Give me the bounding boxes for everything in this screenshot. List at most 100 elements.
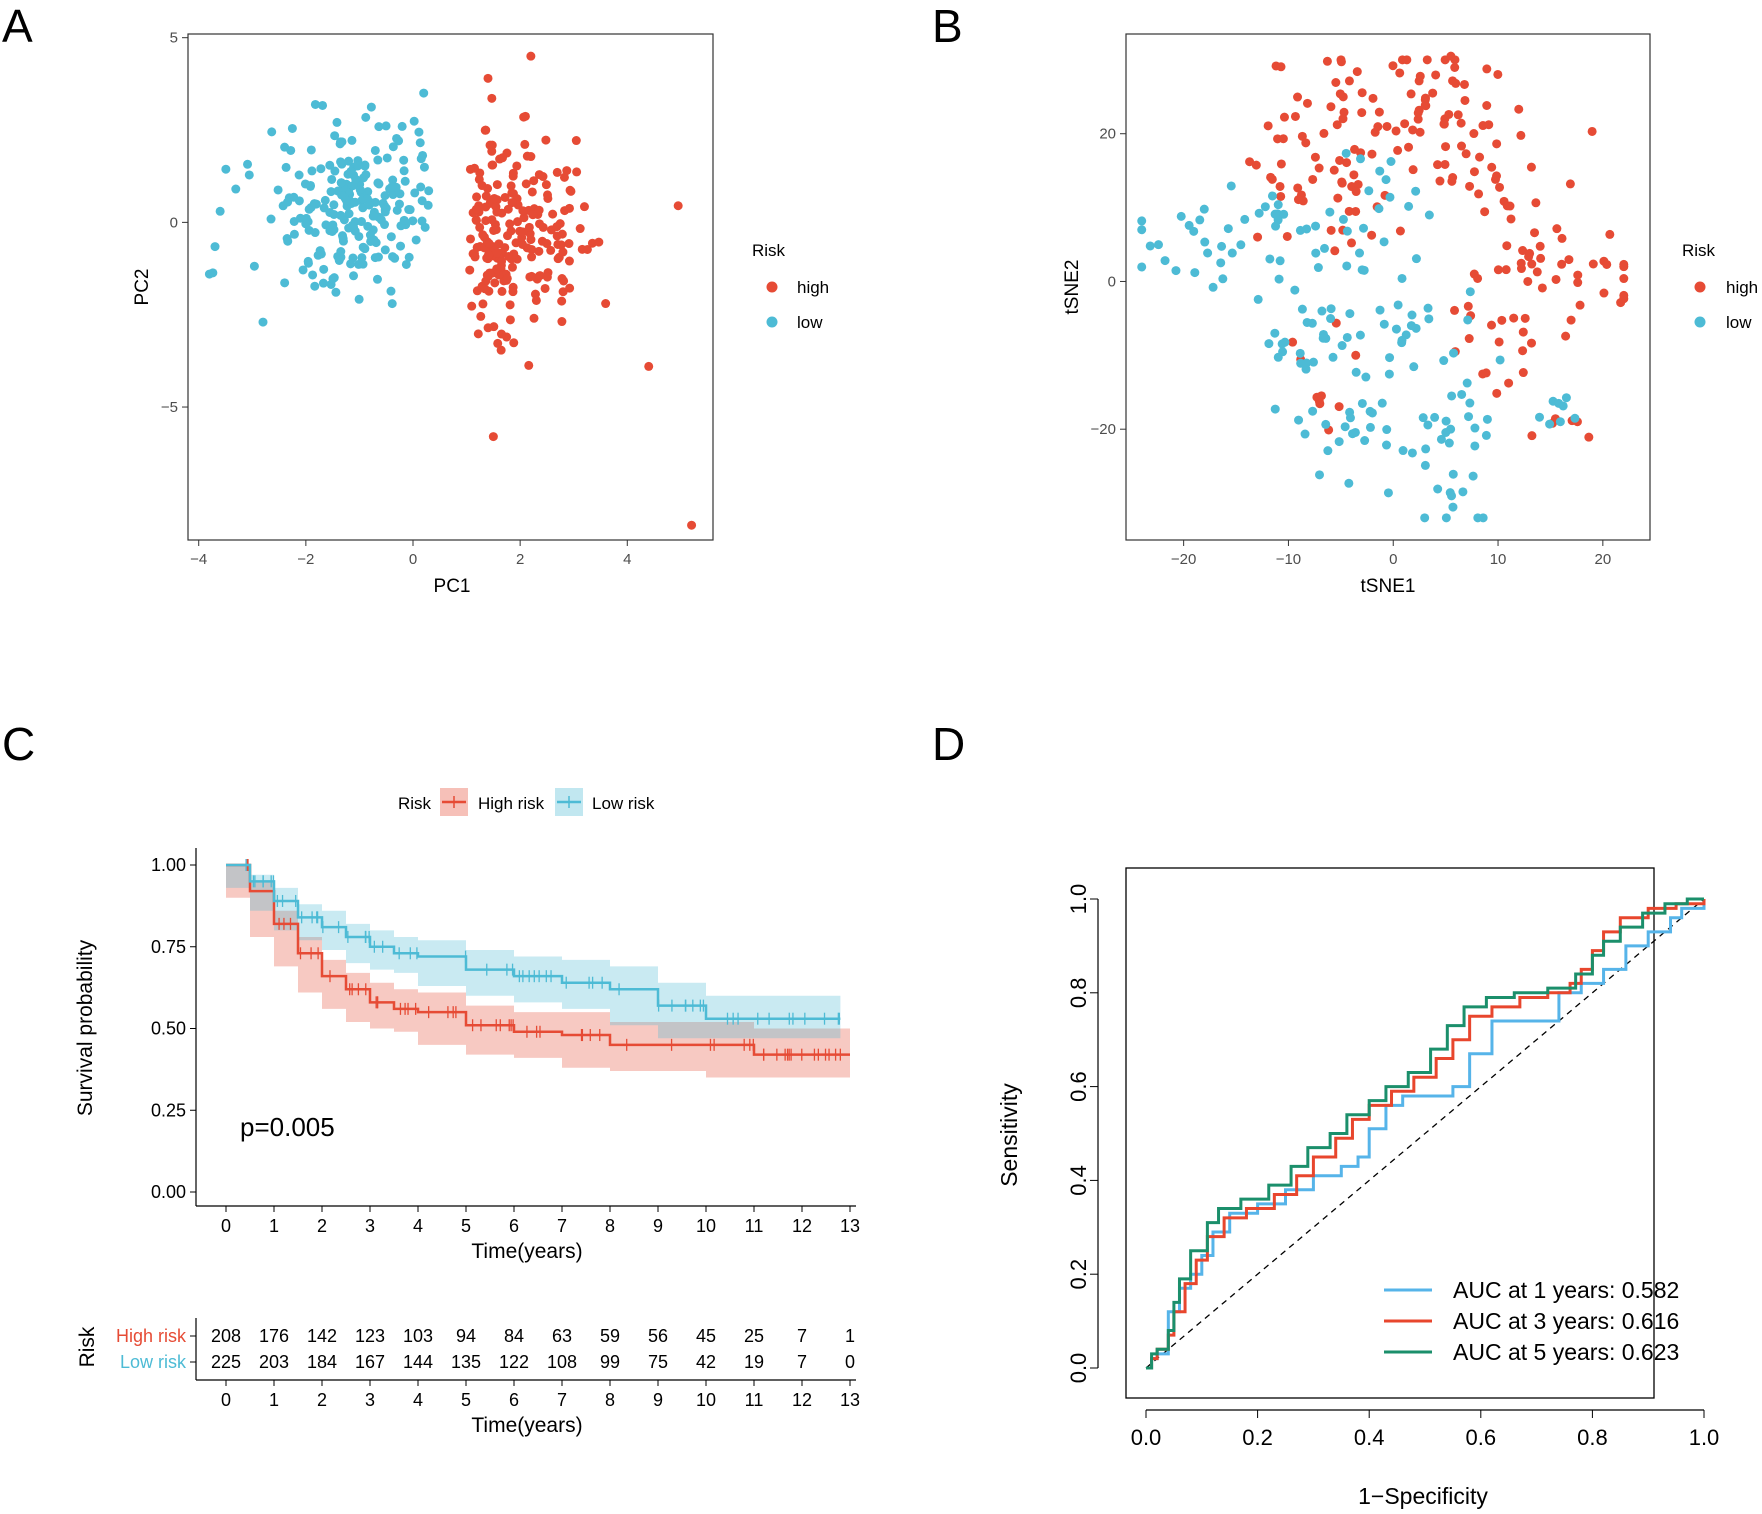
tsne-legend-high-dot [1694,281,1706,293]
tsne-point-high [1446,51,1456,61]
tsne-point-high [1575,300,1585,310]
pca-point-low [266,214,276,224]
pca-point-high [601,299,611,309]
tsne-point-low [1253,294,1263,304]
tsne-point-high [1245,157,1255,167]
tsne-x-label: tSNE1 [1361,576,1416,597]
tsne-point-low [1436,434,1446,444]
tsne-point-high [1422,55,1432,65]
pca-point-low [374,122,384,132]
tsne-point-high [1395,226,1405,236]
pca-point-high [559,276,569,286]
tsne-point-low [1470,423,1480,433]
tsne-point-low [1404,201,1414,211]
pca-point-high [524,360,534,370]
risk-table-x-tick-label: 0 [221,1390,231,1410]
tsne-point-low [1326,304,1336,314]
tsne-point-high [1501,265,1511,275]
tsne-point-low [1570,413,1580,423]
tsne-point-high [1344,76,1354,86]
pca-point-high [507,198,517,208]
tsne-point-low [1290,285,1300,295]
tsne-point-low [1379,237,1389,247]
risk-table-x-tick-label: 4 [413,1390,423,1410]
pca-point-low [354,294,364,304]
pca-legend-low-dot [766,316,778,328]
tsne-point-low [1384,369,1394,379]
pca-legend-high-dot [766,281,778,293]
pca-point-high [476,311,486,321]
pca-point-high [482,270,492,280]
pca-point-high [484,250,494,260]
km-y-tick-label: 0.75 [151,937,186,957]
km-x-tick-label: 13 [840,1216,860,1236]
pca-point-low [360,160,370,170]
pca-point-high [564,203,574,213]
pca-point-low [306,145,316,155]
tsne-point-high [1342,158,1352,168]
risk-table-cell: 94 [456,1326,476,1346]
tsne-point-high [1267,174,1277,184]
pca-point-low [350,197,360,207]
tsne-point-high [1374,107,1384,117]
tsne-point-high [1282,231,1292,241]
tsne-point-high [1478,369,1488,379]
pca-point-high [481,125,491,135]
pca-point-low [370,145,380,155]
pca-point-low [416,182,426,192]
tsne-point-low [1137,216,1147,226]
tsne-point-low [1407,310,1417,320]
pca-point-low [370,253,380,263]
pca-point-high [484,238,494,248]
pca-point-high [527,271,537,281]
risk-table-cell: 167 [355,1352,385,1372]
pca-point-high [529,176,539,186]
tsne-point-low [1423,303,1433,313]
pca-point-high [506,181,516,191]
risk-table-cell: 108 [547,1352,577,1372]
tsne-point-high [1535,241,1545,251]
pca-point-high [473,329,483,339]
tsne-point-low [1265,254,1275,264]
risk-table-cell: 176 [259,1326,289,1346]
tsne-point-low [1300,429,1310,439]
tsne-point-low [1359,223,1369,233]
tsne-point-low [1344,478,1354,488]
roc-x-label: 1−Specificity [1358,1483,1488,1509]
tsne-point-low [1264,339,1274,349]
km-x-tick-label: 10 [696,1216,716,1236]
tsne-point-high [1251,160,1261,170]
tsne-point-low [1176,211,1186,221]
tsne-point-low [1447,391,1457,401]
pca-point-low [410,188,420,198]
roc-y-tick-label: 0.0 [1066,1353,1091,1384]
pca-point-low [325,207,335,217]
pca-point-high [478,230,488,240]
km-x-tick-label: 0 [221,1216,231,1236]
tsne-point-high [1402,55,1412,65]
pca-point-high [556,240,566,250]
pca-point-high [506,226,516,236]
pca-point-low [399,166,409,176]
tsne-point-high [1463,301,1473,311]
pca-point-high [470,252,480,262]
pca-point-high [483,323,493,333]
tsne-point-high [1516,258,1526,268]
tsne-point-high [1469,167,1479,177]
risk-table-cell: 7 [797,1352,807,1372]
tsne-x-tick-label: 20 [1594,551,1611,568]
km-x-label: Time(years) [471,1240,582,1263]
tsne-point-low [1374,204,1384,214]
tsne-point-high [1391,126,1401,136]
tsne-point-high [1368,93,1378,103]
pca-point-high [538,222,548,232]
risk-table-cell: 19 [744,1352,764,1372]
km-legend-high-label: High risk [478,794,545,813]
km-x-tick-label: 3 [365,1216,375,1236]
pca-point-low [221,164,231,174]
tsne-point-low [1409,362,1419,372]
tsne-point-low [1462,378,1472,388]
tsne-point-low [1441,513,1451,523]
tsne-point-high [1333,193,1343,203]
pca-point-high [496,345,506,355]
